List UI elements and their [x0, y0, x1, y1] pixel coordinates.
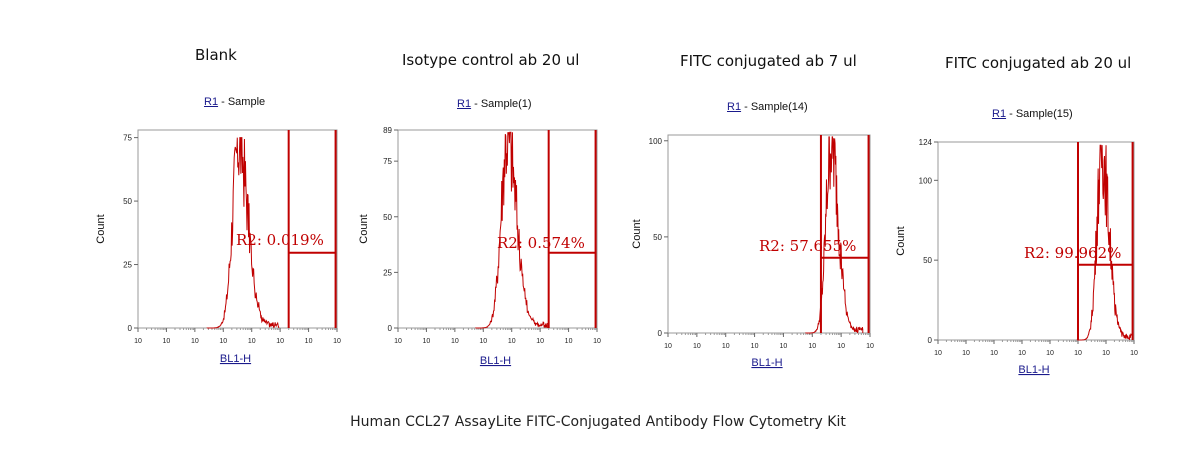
- x-tick-label: 10: [305, 338, 313, 345]
- y-tick-label: 50: [383, 213, 392, 222]
- sample-label: R1 - Sample(1): [457, 98, 532, 110]
- x-tick-label: 10: [808, 343, 816, 350]
- gate-percent-label: R2: 99.962%: [1024, 244, 1121, 262]
- y-axis-label: Count: [895, 226, 907, 255]
- x-tick-label: 10: [780, 343, 788, 350]
- y-tick-label: 50: [653, 233, 662, 242]
- x-tick-label: 10: [163, 338, 171, 345]
- plot-area: [667, 134, 871, 334]
- x-tick-label: 10: [479, 338, 487, 345]
- x-tick-label: 10: [962, 350, 970, 357]
- histogram-trace: [1076, 144, 1134, 341]
- gate-percent-label: R2: 57.655%: [759, 237, 856, 255]
- gate-percent-label: R2: 0.019%: [236, 231, 324, 249]
- y-tick-label: 100: [649, 137, 663, 146]
- x-tick-label: 10: [1074, 350, 1082, 357]
- x-tick-label: 10: [934, 350, 942, 357]
- panel-title-isotype: Isotype control ab 20 ul: [402, 51, 580, 69]
- x-tick-label: 10: [191, 338, 199, 345]
- y-tick-label: 0: [928, 336, 933, 345]
- x-tick-label: 10: [593, 338, 601, 345]
- x-tick-label: 10: [423, 338, 431, 345]
- x-tick-label: 10: [722, 343, 730, 350]
- gate-percent-label: R2: 0.574%: [497, 234, 585, 252]
- y-axis-label: Count: [95, 214, 107, 243]
- y-tick-label: 50: [123, 197, 132, 206]
- y-tick-label: 50: [923, 256, 932, 265]
- x-axis-label: BL1-H: [480, 355, 511, 367]
- histogram-trace: [805, 136, 864, 334]
- y-tick-label: 25: [383, 268, 392, 277]
- y-tick-label: 0: [658, 329, 663, 338]
- x-tick-label: 10: [394, 338, 402, 345]
- sample-label: R1 - Sample(15): [992, 108, 1073, 120]
- y-tick-label: 75: [383, 157, 392, 166]
- y-axis-label: Count: [631, 219, 643, 248]
- x-tick-label: 10: [866, 343, 874, 350]
- x-tick-label: 10: [837, 343, 845, 350]
- gate-r1-link[interactable]: R1: [457, 98, 472, 110]
- panel-title-fitc-20ul: FITC conjugated ab 20 ul: [945, 54, 1132, 72]
- sample-name: - Sample(14): [741, 101, 808, 113]
- x-tick-label: 10: [1046, 350, 1054, 357]
- y-tick-label: 75: [123, 134, 132, 143]
- figure-caption: Human CCL27 AssayLite FITC-Conjugated An…: [350, 414, 846, 430]
- x-tick-label: 10: [333, 338, 341, 345]
- x-tick-label: 10: [565, 338, 573, 345]
- histogram-trace: [206, 137, 280, 329]
- x-tick-label: 10: [536, 338, 544, 345]
- y-tick-label: 89: [383, 126, 392, 135]
- panel-title-blank: Blank: [195, 46, 237, 64]
- y-tick-label: 0: [388, 324, 393, 333]
- x-tick-label: 10: [990, 350, 998, 357]
- x-tick-label: 10: [219, 338, 227, 345]
- panel-title-fitc-7ul: FITC conjugated ab 7 ul: [680, 52, 857, 70]
- sample-label: R1 - Sample: [204, 96, 265, 108]
- y-tick-label: 0: [128, 324, 133, 333]
- x-tick-label: 10: [664, 343, 672, 350]
- y-tick-label: 124: [919, 138, 933, 147]
- y-tick-label: 100: [919, 176, 933, 185]
- x-tick-label: 10: [1018, 350, 1026, 357]
- histogram-trace: [475, 131, 548, 329]
- gate-r1-link[interactable]: R1: [992, 108, 1007, 120]
- x-tick-label: 10: [1130, 350, 1138, 357]
- x-tick-label: 10: [276, 338, 284, 345]
- x-axis-label: BL1-H: [1018, 364, 1049, 376]
- x-tick-label: 10: [693, 343, 701, 350]
- x-tick-label: 10: [451, 338, 459, 345]
- sample-name: - Sample: [218, 96, 266, 108]
- x-tick-label: 10: [1102, 350, 1110, 357]
- sample-name: - Sample(1): [471, 98, 532, 110]
- plot-area: [937, 141, 1135, 341]
- sample-label: R1 - Sample(14): [727, 101, 808, 113]
- x-tick-label: 10: [751, 343, 759, 350]
- plot-area: [397, 129, 598, 329]
- y-tick-label: 25: [123, 261, 132, 270]
- gate-r1-link[interactable]: R1: [204, 96, 219, 108]
- sample-name: - Sample(15): [1006, 108, 1073, 120]
- x-axis-label: BL1-H: [220, 353, 251, 365]
- x-tick-label: 10: [508, 338, 516, 345]
- y-axis-label: Count: [358, 214, 370, 243]
- x-tick-label: 10: [134, 338, 142, 345]
- x-axis-label: BL1-H: [751, 357, 782, 369]
- x-tick-label: 10: [248, 338, 256, 345]
- gate-r1-link[interactable]: R1: [727, 101, 742, 113]
